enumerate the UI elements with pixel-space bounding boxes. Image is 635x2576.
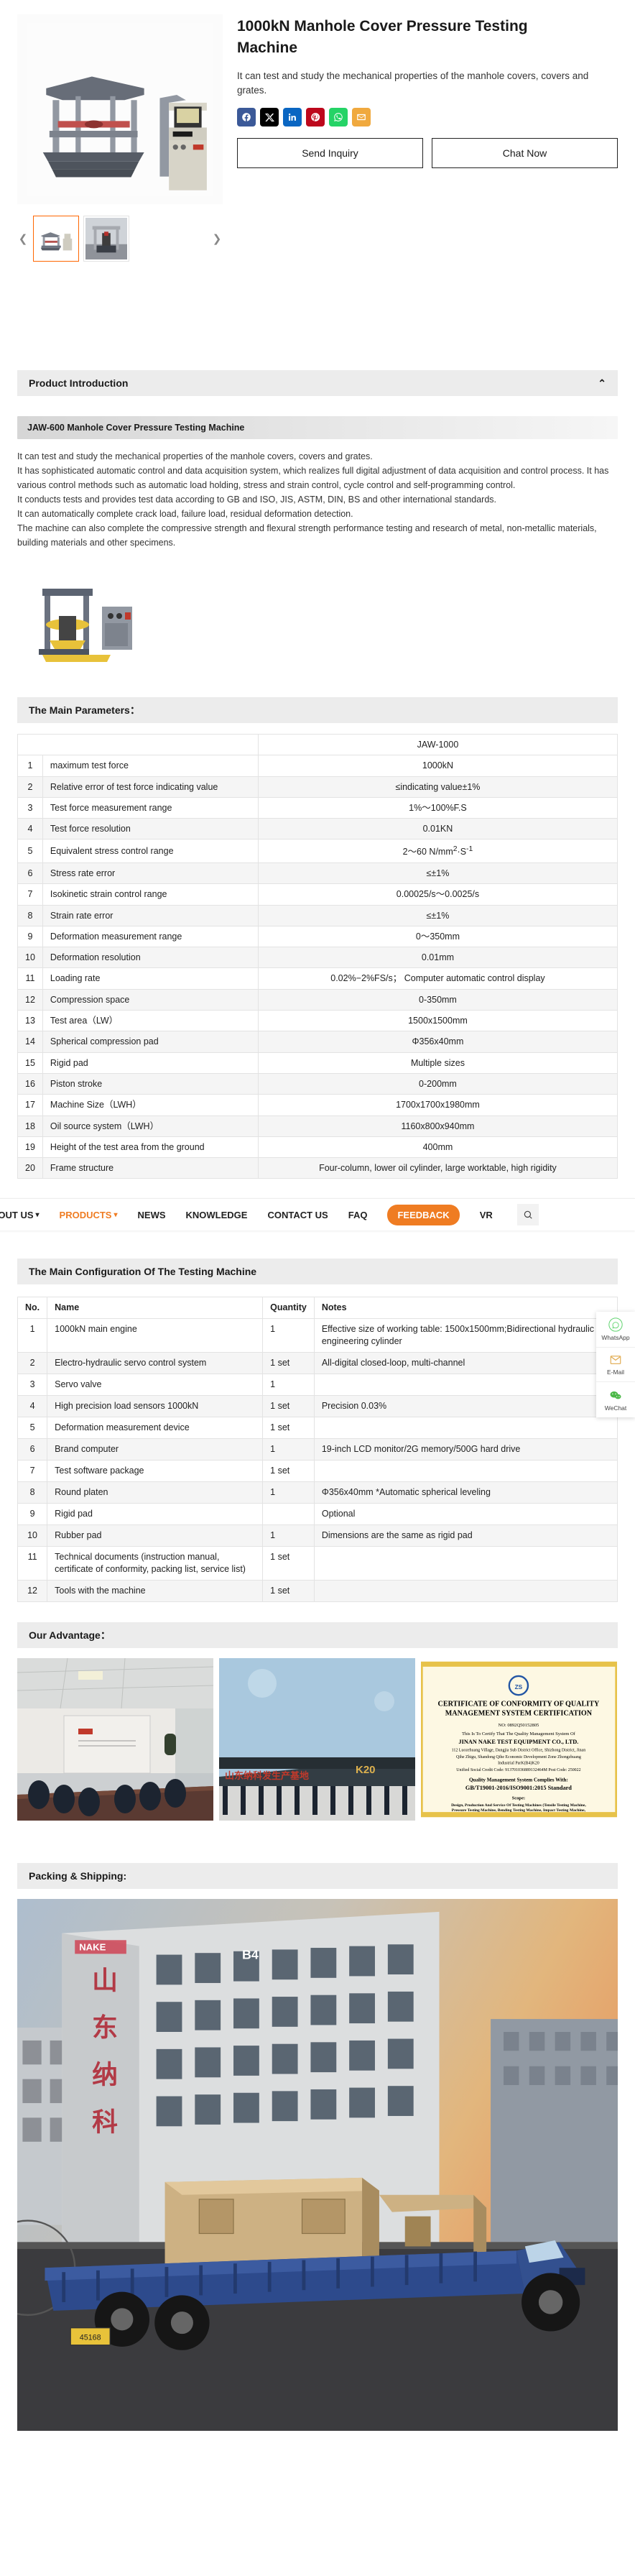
svg-text:山东纳科发生产基地: 山东纳科发生产基地 <box>225 1770 309 1781</box>
svg-text:Pressure Testing Machine, Bend: Pressure Testing Machine, Bending Testin… <box>452 1808 586 1813</box>
svg-text:GB/T19001-2016/ISO9001:2015 St: GB/T19001-2016/ISO9001:2015 Standard <box>465 1785 572 1792</box>
svg-text:JINAN NAKE TEST EQUIPMENT CO.,: JINAN NAKE TEST EQUIPMENT CO., LTD. <box>458 1739 578 1745</box>
svg-text:B4: B4 <box>242 1948 259 1962</box>
svg-text:NO: 0892Q50152805: NO: 0892Q50152805 <box>499 1724 540 1729</box>
svg-text:NAKE: NAKE <box>79 1942 106 1953</box>
svg-text:Qihe Zhigu, Shandong Qihe Econ: Qihe Zhigu, Shandong Qihe Economic Devel… <box>456 1756 581 1760</box>
svg-text:Unified Social Credit Code: 91: Unified Social Credit Code: 913701036889… <box>456 1767 580 1772</box>
svg-text:科: 科 <box>92 2108 118 2137</box>
svg-text:山: 山 <box>92 1966 118 1995</box>
svg-text:东: 东 <box>92 2013 118 2042</box>
svg-text:This Is To Certify That The Qu: This Is To Certify That The Quality Mana… <box>462 1731 576 1736</box>
svg-text:Design, Production And Service: Design, Production And Service Of Testin… <box>451 1803 586 1808</box>
svg-text:Scope:: Scope: <box>512 1796 526 1801</box>
svg-text:纳: 纳 <box>92 2061 118 2089</box>
svg-text:ZS: ZS <box>515 1683 523 1690</box>
svg-text:45168: 45168 <box>80 2334 101 2342</box>
svg-text:Industrial ParK(B4)K20: Industrial ParK(B4)K20 <box>498 1761 539 1766</box>
svg-text:MANAGEMENT SYSTEM CERTIFICATIO: MANAGEMENT SYSTEM CERTIFICATION <box>445 1710 593 1718</box>
svg-text:Quality Management System Comp: Quality Management System Complies With: <box>469 1777 568 1783</box>
svg-text:K20: K20 <box>356 1764 376 1776</box>
svg-text:CERTIFICATE OF CONFORMITY OF Q: CERTIFICATE OF CONFORMITY OF QUALITY <box>438 1701 600 1708</box>
svg-text:112 Luozehuang Village, Dangji: 112 Luozehuang Village, Dangjia Sub Dist… <box>452 1748 586 1753</box>
